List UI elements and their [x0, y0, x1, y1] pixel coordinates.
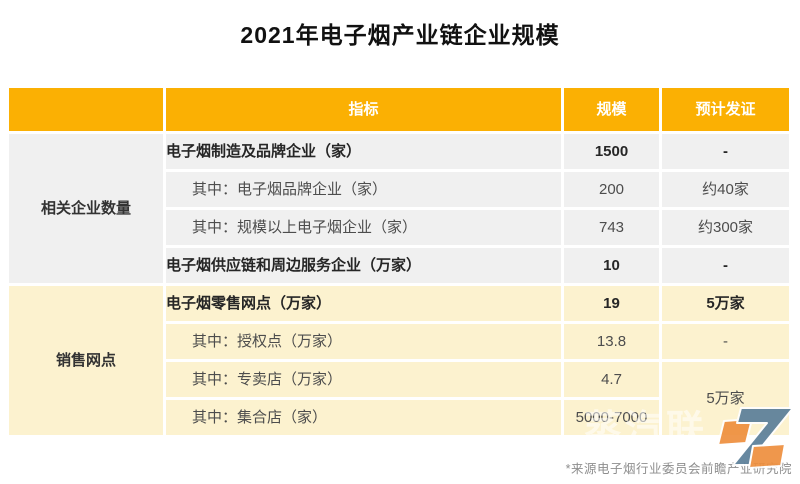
table-row: 销售网点 电子烟零售网点（万家） 19 5万家 — [9, 286, 789, 435]
indicator-cell: 其中：专卖店（万家） — [166, 362, 561, 397]
indicator-cell: 其中：电子烟品牌企业（家） — [166, 172, 561, 207]
license-cell: - — [662, 248, 789, 283]
header-indicator: 指标 — [166, 88, 561, 131]
license-cell: 5万家 — [662, 286, 789, 321]
header-scale: 规模 — [564, 88, 659, 131]
indicator-cell: 电子烟制造及品牌企业（家） — [166, 134, 561, 169]
header-row: 指标 规模 预计发证 — [9, 88, 789, 131]
indicator-cell: 其中：集合店（家） — [166, 400, 561, 435]
header-license: 预计发证 — [662, 88, 789, 131]
table-row: 其中：电子烟品牌企业（家） 200 约40家 — [9, 172, 789, 207]
scale-cell: 13.8 — [564, 324, 659, 359]
table-row: 其中：集合店（家） 5000-7000 — [9, 400, 789, 435]
scale-cell: 743 — [564, 210, 659, 245]
industry-scale-table: 指标 规模 预计发证 相关企业数量 电子烟制造及品牌企业（家） 1500 - 其… — [6, 85, 792, 438]
license-cell: - — [662, 134, 789, 169]
table-row: 相关企业数量 电子烟制造及品牌企业（家） 1500 - — [9, 134, 789, 283]
scale-cell: 5000-7000 — [564, 400, 659, 435]
header-group-cell — [9, 88, 163, 131]
zqlink-logo-icon — [717, 407, 794, 469]
group-label-enterprises: 相关企业数量 — [9, 134, 163, 283]
group-label-sales-outlets: 销售网点 — [9, 286, 163, 435]
page-title: 2021年电子烟产业链企业规模 — [240, 22, 560, 48]
license-cell: 约300家 — [662, 210, 789, 245]
table-row: 电子烟供应链和周边服务企业（万家） 10 - — [9, 248, 789, 283]
scale-cell: 200 — [564, 172, 659, 207]
table-row: 其中：规模以上电子烟企业（家） 743 约300家 — [9, 210, 789, 245]
table-row: 其中：授权点（万家） 13.8 - — [9, 324, 789, 359]
table-row: 其中：专卖店（万家） 4.7 5万家 — [9, 362, 789, 435]
scale-cell: 19 — [564, 286, 659, 321]
indicator-cell: 电子烟零售网点（万家） — [166, 286, 561, 321]
license-cell: 约40家 — [662, 172, 789, 207]
indicator-cell: 电子烟供应链和周边服务企业（万家） — [166, 248, 561, 283]
indicator-cell: 其中：规模以上电子烟企业（家） — [166, 210, 561, 245]
indicator-cell: 其中：授权点（万家） — [166, 324, 561, 359]
license-cell: - — [662, 324, 789, 359]
scale-cell: 4.7 — [564, 362, 659, 397]
scale-cell: 10 — [564, 248, 659, 283]
scale-cell: 1500 — [564, 134, 659, 169]
